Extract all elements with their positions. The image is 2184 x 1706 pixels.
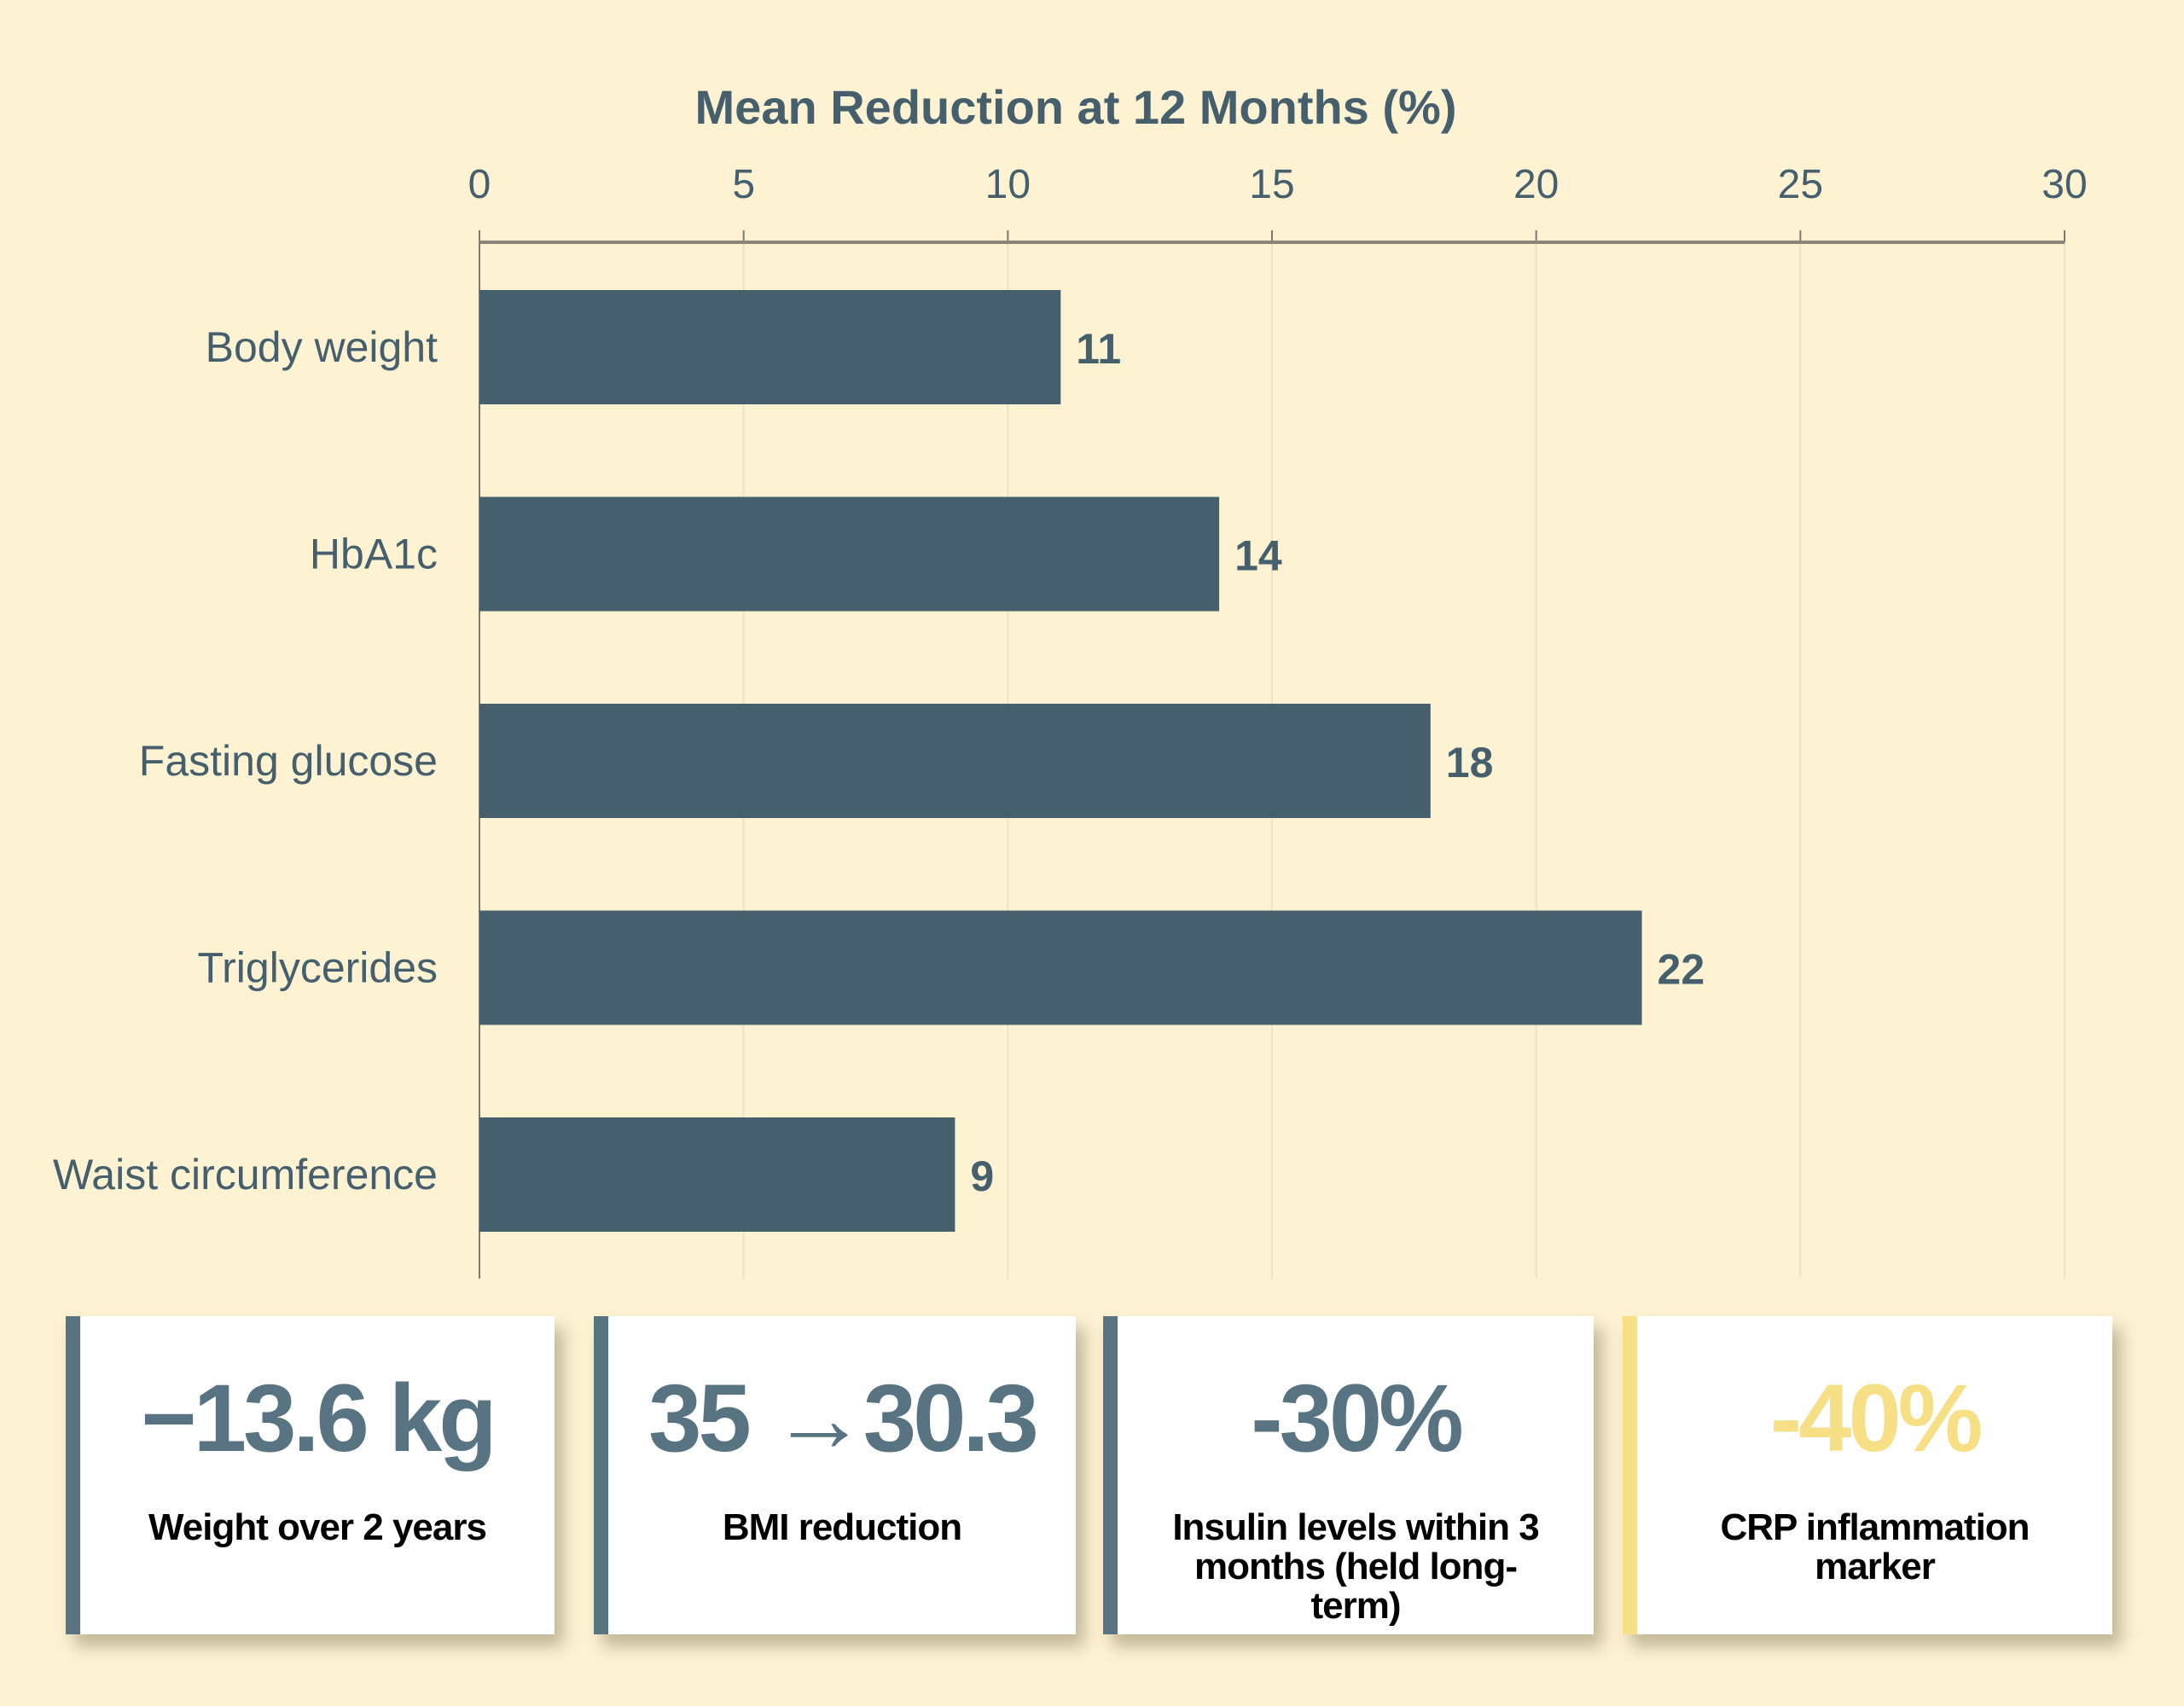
- data-label: 14: [1234, 532, 1282, 580]
- category-label: Body weight: [206, 323, 438, 371]
- stat-card-insulin: -30% Insulin levels within 3 months (hel…: [1103, 1316, 1594, 1634]
- bar: [479, 704, 1431, 818]
- stat-value: 35 →30.3: [648, 1365, 1039, 1471]
- x-tick-label: 10: [985, 162, 1031, 207]
- x-tick-label: 30: [2042, 162, 2087, 207]
- bar-chart: Mean Reduction at 12 Months (%) 0 5 10 15 20…: [53, 80, 2088, 1279]
- stat-label: CRP inflammation marker: [1720, 1506, 2030, 1587]
- stat-label: Weight over 2 years: [148, 1506, 487, 1548]
- data-label: 22: [1658, 946, 1705, 994]
- category-label: Triglycerides: [197, 944, 438, 992]
- data-label: 9: [970, 1152, 994, 1200]
- stat-value: -30%: [1251, 1365, 1463, 1471]
- category-label: Waist circumference: [53, 1151, 438, 1198]
- x-tick-label: 25: [1778, 162, 1823, 207]
- category-label: Fasting glucose: [139, 737, 438, 785]
- stat-card-crp: -40% CRP inflammation marker: [1623, 1316, 2112, 1634]
- bar: [479, 290, 1061, 404]
- bar: [479, 910, 1642, 1025]
- data-label: 11: [1076, 325, 1121, 373]
- data-label: 18: [1446, 739, 1494, 786]
- x-tick-label: 5: [732, 162, 755, 207]
- x-tick-label: 20: [1513, 162, 1559, 207]
- category-label: HbA1c: [310, 531, 438, 578]
- bar: [479, 496, 1220, 612]
- stat-card-weight: −13.6 kg Weight over 2 years: [66, 1316, 555, 1634]
- stat-label: Insulin levels within 3 months (held lon…: [1172, 1506, 1539, 1627]
- stat-value: -40%: [1769, 1365, 1983, 1471]
- bar: [479, 1117, 956, 1232]
- x-tick-label: 15: [1249, 162, 1294, 207]
- stat-card-bmi: 35 →30.3 BMI reduction: [594, 1316, 1076, 1634]
- chart-title: Mean Reduction at 12 Months (%): [695, 80, 1457, 134]
- stat-label: BMI reduction: [722, 1506, 962, 1548]
- x-tick-label: 0: [468, 162, 491, 207]
- stat-value: −13.6 kg: [141, 1365, 497, 1471]
